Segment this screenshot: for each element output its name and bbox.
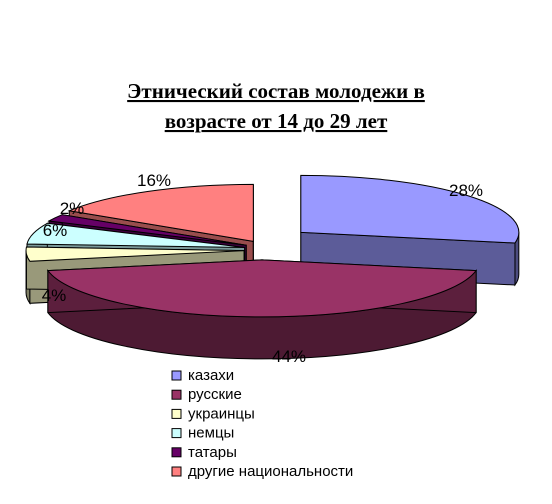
legend-swatch <box>171 408 182 419</box>
pie-slice-казахи <box>300 174 520 244</box>
legend-swatch <box>171 370 182 381</box>
pie-slice-татары <box>47 214 247 246</box>
legend-label: украинцы <box>188 405 255 422</box>
pie-slice-русские <box>46 259 478 318</box>
chart-title: Этнический состав молодежи в возрасте от … <box>127 79 425 133</box>
legend-label: татары <box>188 444 237 461</box>
legend-label: другие национальности <box>188 463 353 480</box>
data-label: 2% <box>60 199 85 218</box>
data-label: 28% <box>449 181 483 200</box>
legend-label: казахи <box>188 367 234 384</box>
legend-label: немцы <box>188 425 234 442</box>
legend-swatch <box>171 389 182 400</box>
pie-slice-украинцы <box>25 246 245 262</box>
pie-slice-немцы <box>26 222 245 249</box>
data-label: 16% <box>137 171 171 190</box>
data-label: 4% <box>42 286 67 305</box>
data-labels: 28% 44% 4% 6% 2% 16% <box>42 171 483 366</box>
pie-slice-другие-национальности <box>67 183 254 242</box>
legend-swatch <box>171 447 182 458</box>
legend: казахи русские украинцы немцы татары другие н… <box>171 367 353 480</box>
chart-title-line: Этнический состав молодежи в <box>127 79 425 103</box>
chart-title-line: возрасте от 14 до 29 лет <box>165 109 388 133</box>
data-label: 6% <box>43 221 68 240</box>
data-label: 44% <box>272 347 306 366</box>
pie-slices <box>25 174 520 318</box>
legend-swatch <box>171 466 182 477</box>
legend-label: русские <box>188 386 242 403</box>
legend-swatch <box>171 428 182 439</box>
